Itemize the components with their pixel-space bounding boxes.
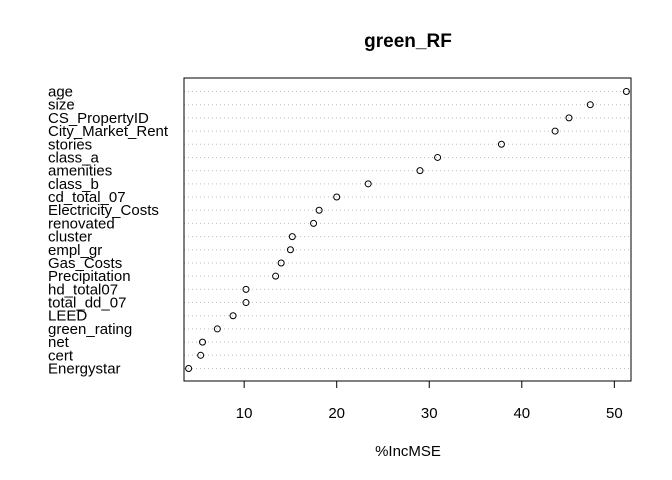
data-point	[229, 312, 237, 320]
variable-label: cert	[48, 347, 74, 364]
variable-label: stories	[48, 136, 92, 153]
data-point	[333, 193, 341, 201]
x-tick-label: 10	[236, 405, 253, 422]
data-point	[242, 299, 250, 307]
chart-title: green_RF	[364, 31, 452, 52]
data-point	[497, 140, 505, 148]
variable-labels: agesizeCS_PropertyIDCity_Market_Rentstor…	[48, 84, 169, 378]
variable-label: net	[48, 334, 70, 351]
variable-label: cluster	[48, 229, 92, 246]
data-point	[185, 365, 193, 372]
data-point	[586, 101, 594, 109]
data-point	[288, 233, 296, 241]
data-point	[434, 153, 442, 161]
data-point	[565, 114, 573, 122]
grid-lines	[184, 91, 631, 369]
variable-label: green_rating	[48, 321, 132, 338]
variable-label: CS_PropertyID	[48, 110, 149, 127]
variable-label: total_dd_07	[48, 295, 126, 312]
data-point	[416, 167, 424, 175]
data-point	[272, 272, 280, 280]
variable-label: Precipitation	[48, 268, 131, 285]
data-point	[213, 325, 221, 333]
variable-label: LEED	[48, 308, 87, 325]
variable-label: class_a	[48, 149, 100, 166]
variable-label: age	[48, 84, 73, 101]
variable-label: Electricity_Costs	[48, 202, 159, 219]
x-tick-label: 20	[328, 405, 345, 422]
data-points	[185, 88, 630, 372]
variable-label: amenities	[48, 163, 112, 180]
variable-label: hd_total07	[48, 281, 118, 298]
variable-label: City_Market_Rent	[48, 123, 169, 140]
variable-label: Energystar	[48, 361, 121, 378]
plot-frame	[183, 77, 632, 382]
data-point	[622, 88, 630, 95]
x-tick-label: 30	[421, 405, 438, 422]
variable-label: empl_gr	[48, 242, 102, 259]
data-point	[315, 206, 323, 214]
variable-label: Gas_Costs	[48, 255, 122, 272]
data-point	[199, 338, 207, 346]
data-point	[286, 246, 294, 254]
variable-label: size	[48, 97, 75, 114]
variable-label: renovated	[48, 215, 115, 232]
x-axis: 10 20 30 40 50	[236, 380, 623, 422]
data-point	[242, 285, 250, 293]
data-point	[310, 219, 318, 227]
data-point	[277, 259, 285, 267]
variable-label: cd_total_07	[48, 189, 126, 206]
x-tick-label: 40	[513, 405, 530, 422]
data-point	[197, 351, 205, 359]
x-tick-label: 50	[606, 405, 623, 422]
data-point	[364, 180, 372, 188]
data-point	[551, 127, 559, 135]
variable-label: class_b	[48, 176, 99, 193]
x-axis-label: %IncMSE	[375, 443, 441, 460]
